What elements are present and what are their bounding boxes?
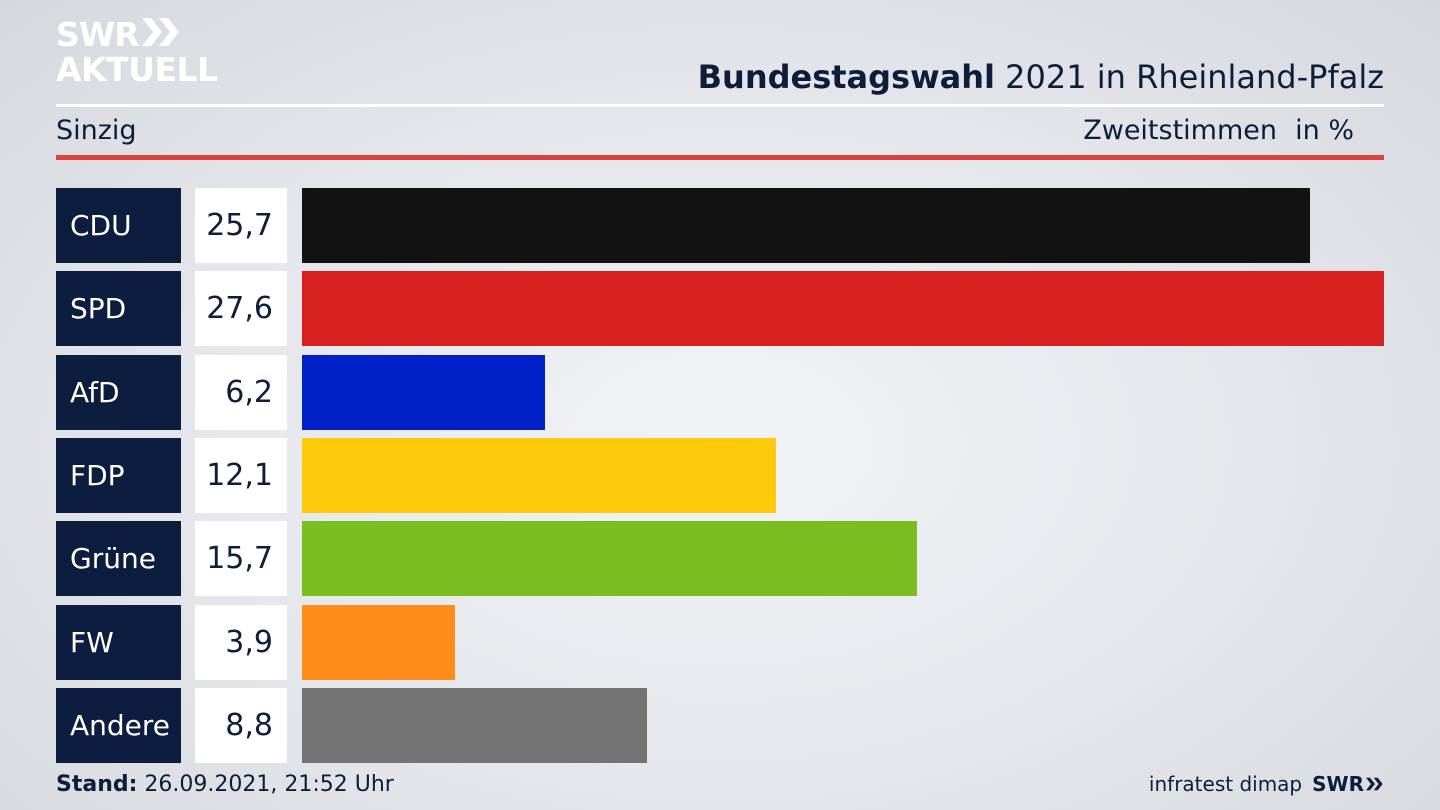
party-label: FW	[56, 604, 181, 680]
bar	[302, 687, 647, 763]
accent-divider	[56, 155, 1384, 160]
party-label: Grüne	[56, 521, 181, 597]
bar	[302, 271, 1384, 347]
party-label: CDU	[56, 188, 181, 263]
stand-label: Stand:	[56, 772, 138, 797]
bar	[302, 437, 776, 513]
value-label: 27,6	[195, 271, 287, 347]
value-label: 3,9	[195, 604, 287, 680]
bar	[302, 188, 1310, 263]
chart-title: Bundestagswahl 2021 in Rheinland-Pfalz	[698, 58, 1384, 96]
value-label: 15,7	[195, 521, 287, 597]
title-rest: 2021 in Rheinland-Pfalz	[995, 58, 1384, 96]
title-bold: Bundestagswahl	[697, 58, 995, 96]
region-label: Sinzig	[56, 115, 137, 146]
stand-value: 26.09.2021, 21:52 Uhr	[137, 772, 394, 797]
logo-aktuell-text: AKTUELL	[56, 50, 218, 89]
header-divider	[56, 104, 1384, 107]
double-chevron-icon	[1366, 772, 1384, 796]
party-label: Andere	[56, 687, 181, 763]
swr-footer-logo: SWR	[1312, 772, 1384, 796]
value-label: 12,1	[195, 437, 287, 513]
timestamp: Stand: 26.09.2021, 21:52 Uhr	[56, 772, 394, 797]
value-label: 25,7	[195, 188, 287, 263]
swr-footer-text: SWR	[1312, 772, 1364, 796]
value-label: 6,2	[195, 354, 287, 430]
party-label: FDP	[56, 437, 181, 513]
bar	[302, 604, 455, 680]
logo-swr-text: SWR	[56, 15, 140, 54]
bar	[302, 354, 545, 430]
source-label: infratest dimap	[1148, 772, 1303, 796]
unit-label: in %	[1295, 115, 1354, 146]
party-label: SPD	[56, 271, 181, 347]
double-chevron-icon	[141, 18, 182, 51]
bar	[302, 521, 917, 597]
measure-label: Zweitstimmen	[1083, 115, 1277, 146]
source-credit: infratest dimap SWR	[1149, 772, 1384, 796]
swr-aktuell-logo: SWR AKTUELL	[56, 18, 218, 86]
party-label: AfD	[56, 354, 181, 430]
value-label: 8,8	[195, 687, 287, 763]
